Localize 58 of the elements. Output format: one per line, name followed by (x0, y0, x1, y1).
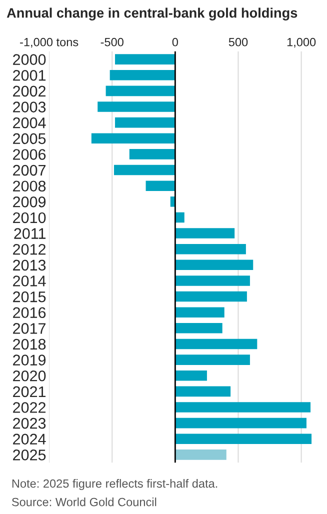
bar (175, 307, 224, 318)
bar (175, 291, 247, 302)
bar (175, 276, 250, 286)
y-tick-label: 2000 (13, 54, 46, 65)
y-tick-label: 2002 (13, 86, 46, 97)
y-tick-label: 2023 (13, 418, 46, 429)
bar (175, 370, 207, 381)
bar (106, 86, 176, 96)
y-tick-label: 2020 (13, 370, 46, 382)
bar (129, 149, 176, 160)
y-tick-label: 2004 (13, 117, 46, 128)
bar (114, 164, 176, 176)
bar (146, 180, 176, 191)
y-tick-label: 2008 (13, 180, 46, 192)
bar (115, 54, 176, 64)
x-tick-label: -500 (100, 38, 124, 46)
y-tick-label: 2005 (13, 133, 46, 144)
y-tick-label: 2017 (13, 323, 46, 334)
bar (91, 133, 176, 144)
x-tick-label: -1,000 tons (20, 38, 78, 48)
bar (175, 418, 306, 428)
x-tick-label: 0 (172, 38, 178, 46)
bar (175, 450, 226, 460)
bar (110, 70, 176, 80)
bar (175, 338, 258, 350)
y-tick-label: 2012 (13, 244, 46, 255)
y-tick-label: 2021 (13, 386, 46, 398)
y-tick-label: 2007 (13, 164, 46, 176)
bar (98, 102, 176, 112)
y-tick-label: 2019 (13, 354, 46, 366)
y-tick-label: 2011 (14, 228, 46, 239)
bar (175, 244, 246, 254)
y-tick-label: 2006 (13, 149, 46, 160)
bar (175, 354, 250, 365)
y-tick-label: 2001 (13, 70, 46, 81)
bar (175, 402, 311, 412)
chart-title: Annual change in central-bank gold holdings (6, 8, 298, 20)
source-note: Source: World Gold Council (12, 498, 156, 506)
bar (175, 323, 222, 334)
y-tick-label: 2022 (13, 402, 46, 413)
y-tick-label: 2013 (13, 260, 46, 271)
bar (175, 260, 254, 270)
y-tick-label: 2018 (13, 338, 46, 350)
x-tick-label: 500 (228, 38, 248, 46)
bar (175, 386, 231, 397)
y-tick-label: 2014 (13, 276, 46, 286)
bar (115, 117, 176, 128)
x-tick-label: 1,000 (287, 38, 316, 48)
y-tick-label: 2009 (13, 196, 46, 208)
y-tick-label: 2016 (13, 307, 46, 318)
y-tick-label: 2025 (13, 450, 46, 460)
y-tick-label: 2010 (13, 212, 46, 224)
y-tick-label: 2024 (13, 434, 46, 445)
bar (175, 434, 312, 444)
text: Note: 2025 figure reflects first-half data. (12, 479, 218, 490)
y-tick-label: 2015 (13, 291, 46, 302)
y-tick-label: 2003 (13, 102, 46, 112)
bar (175, 228, 235, 238)
